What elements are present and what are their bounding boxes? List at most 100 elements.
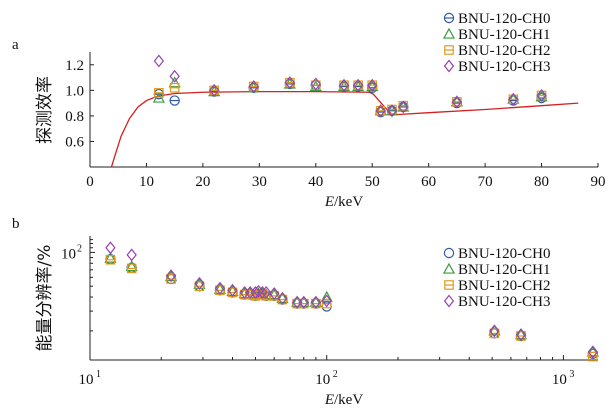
panel-a-point-bnu-120-ch3 — [451, 95, 463, 109]
panel-b-point-bnu-120-ch1 — [104, 251, 117, 263]
panel-b-point-bnu-120-ch3 — [105, 241, 116, 255]
panel-b-point-bnu-120-ch3 — [310, 295, 322, 309]
panel-a-legend-label: BNU-120-CH2 — [458, 43, 551, 59]
panel-b-point-bnu-120-ch3 — [250, 285, 261, 299]
panel-a-y-tick-label: 0.6 — [65, 134, 84, 150]
panel-a-point-bnu-120-ch3 — [310, 77, 321, 91]
panel-b-point-bnu-120-ch3 — [165, 269, 177, 283]
panel-a-point-bnu-120-ch3 — [284, 76, 295, 90]
panel-b-legend-label: BNU-120-CH3 — [458, 294, 551, 310]
panel-a-x-tick-label: 30 — [252, 174, 267, 190]
panel-a-point-bnu-120-ch3 — [386, 104, 398, 118]
panel-a-legend-marker — [444, 45, 454, 55]
panel-b-legend-marker — [442, 262, 456, 274]
panel-a-point-bnu-120-ch3 — [398, 100, 409, 114]
panel-b-point-bnu-120-ch1 — [488, 324, 501, 336]
panel-b-x-tick-label: 10 — [79, 372, 94, 388]
panel-b-point-bnu-120-ch1 — [125, 260, 138, 272]
panel-b-energy-resolution: b 10 1 10 2 10 3 10 2 E/keV 能量分辨率/% BNU-120-CH… — [12, 216, 599, 408]
panel-a-label: a — [12, 37, 19, 53]
panel-a-point-bnu-120-ch0 — [169, 95, 180, 106]
panel-b-point-bnu-120-ch3 — [489, 324, 500, 338]
panel-b-point-bnu-120-ch1 — [586, 345, 599, 357]
panel-a-x-tick-label: 70 — [478, 174, 493, 190]
panel-b-point-bnu-120-ch3 — [214, 281, 226, 295]
panel-a-point-bnu-120-ch3 — [508, 92, 519, 106]
panel-a-legend-label: BNU-120-CH3 — [458, 59, 551, 75]
panel-a-fit-curve — [110, 90, 579, 168]
panel-b-point-bnu-120-ch3 — [277, 291, 288, 305]
panel-b-point-bnu-120-ch2 — [105, 254, 116, 265]
panel-b-point-bnu-120-ch3 — [515, 328, 527, 342]
panel-b-x-ticks: 10 1 10 2 10 3 — [79, 355, 574, 388]
panel-a-legend-marker — [443, 59, 455, 73]
panel-a-point-bnu-120-ch2 — [169, 82, 180, 93]
panel-b-point-bnu-120-ch3 — [126, 248, 137, 262]
panel-b-legend-marker — [443, 294, 455, 308]
panel-a-point-bnu-120-ch2 — [154, 88, 164, 98]
panel-a-legend-marker — [443, 12, 455, 24]
panel-a-y-tick-label: 0.8 — [65, 109, 84, 125]
panel-b-x-tick-label: 10 — [315, 372, 330, 388]
panel-b-legend-label: BNU-120-CH1 — [458, 262, 551, 278]
panel-b-y-tick-label: 10 — [61, 246, 76, 262]
panel-a-x-tick-label: 60 — [421, 174, 436, 190]
panel-a-legend-label: BNU-120-CH0 — [458, 11, 551, 27]
panel-a-point-bnu-120-ch1 — [168, 76, 181, 88]
panel-a-x-axis-label: E/keV — [324, 194, 363, 210]
panel-a-point-bnu-120-ch3 — [352, 78, 364, 92]
panel-b-point-bnu-120-ch3 — [269, 287, 280, 301]
panel-b-x-axis-label: E/keV — [324, 392, 363, 408]
panel-a-y-axis-label: 探测效率 — [35, 76, 55, 144]
panel-a-x-tick-label: 20 — [195, 174, 210, 190]
panel-b-point-bnu-120-ch3 — [587, 345, 599, 359]
panel-a-point-bnu-120-ch3 — [248, 80, 259, 93]
panel-b-point-bnu-120-ch1 — [320, 290, 333, 302]
panel-a-y-ticks: 0.6 0.8 1.0 1.2 — [65, 58, 94, 150]
panel-b-point-bnu-120-ch3 — [260, 285, 272, 299]
panel-a-legend-marker — [442, 27, 456, 39]
panel-a-y-tick-label: 1.2 — [65, 58, 84, 74]
panel-a-fit-line — [110, 90, 579, 168]
panel-a-legend: BNU-120-CH0BNU-120-CH1BNU-120-CH2BNU-120… — [442, 11, 551, 75]
panel-a-point-bnu-120-ch1 — [385, 104, 399, 116]
panel-a-x-tick-label: 50 — [365, 174, 380, 190]
panel-b-data-points — [104, 241, 599, 362]
panel-b-legend: BNU-120-CH0BNU-120-CH1BNU-120-CH2BNU-120… — [442, 246, 551, 310]
panel-a-x-tick-label: 10 — [139, 174, 154, 190]
panel-a-detection-efficiency: a 0 10 20 30 40 50 60 70 80 90 0.6 0.8 1.0 1.2 E/keV… — [12, 11, 606, 210]
panel-b-point-bnu-120-ch2 — [126, 263, 137, 274]
panel-b-y-ticks: 10 2 — [61, 239, 95, 332]
panel-b-label: b — [12, 216, 20, 232]
panel-a-y-tick-label: 1.0 — [65, 83, 84, 99]
panel-b-legend-marker — [444, 280, 454, 290]
panel-b-x-tick-label: 10 — [552, 372, 567, 388]
panel-b-point-bnu-120-ch3 — [298, 295, 309, 309]
panel-b-x-tick-exponent: 2 — [333, 369, 338, 380]
panel-a-point-bnu-120-ch1 — [397, 100, 410, 112]
panel-a-legend-label: BNU-120-CH1 — [458, 27, 551, 43]
panel-a-point-bnu-120-ch3 — [153, 54, 165, 68]
panel-a-x-tick-label: 80 — [534, 174, 549, 190]
panel-a-x-tick-label: 40 — [308, 174, 323, 190]
panel-a-x-tick-label: 90 — [591, 174, 606, 190]
panel-a-point-bnu-120-ch3 — [367, 78, 378, 92]
panel-a-x-tick-label: 0 — [86, 174, 94, 190]
panel-b-x-tick-exponent: 1 — [96, 369, 101, 380]
panel-b-point-bnu-120-ch3 — [253, 284, 264, 298]
panel-b-point-bnu-120-ch3 — [194, 276, 205, 290]
panel-a-data-points — [152, 54, 548, 118]
panel-b-point-bnu-120-ch1 — [276, 292, 289, 303]
panel-b-y-axis-label: 能量分辨率/% — [35, 245, 55, 352]
panel-a-point-bnu-120-ch3 — [375, 104, 386, 118]
panel-b-point-bnu-120-ch3 — [321, 294, 332, 308]
panel-a-point-bnu-120-ch3 — [338, 78, 350, 92]
panel-a-point-bnu-120-ch3 — [169, 69, 180, 83]
panel-b-legend-label: BNU-120-CH2 — [458, 278, 551, 294]
panel-b-legend-label: BNU-120-CH0 — [458, 246, 551, 262]
panel-b-point-bnu-120-ch3 — [257, 285, 268, 299]
panel-b-point-bnu-120-ch2 — [166, 274, 176, 284]
panel-b-point-bnu-120-ch1 — [514, 328, 528, 340]
panel-a-x-ticks: 0 10 20 30 40 50 60 70 80 90 — [86, 163, 606, 190]
